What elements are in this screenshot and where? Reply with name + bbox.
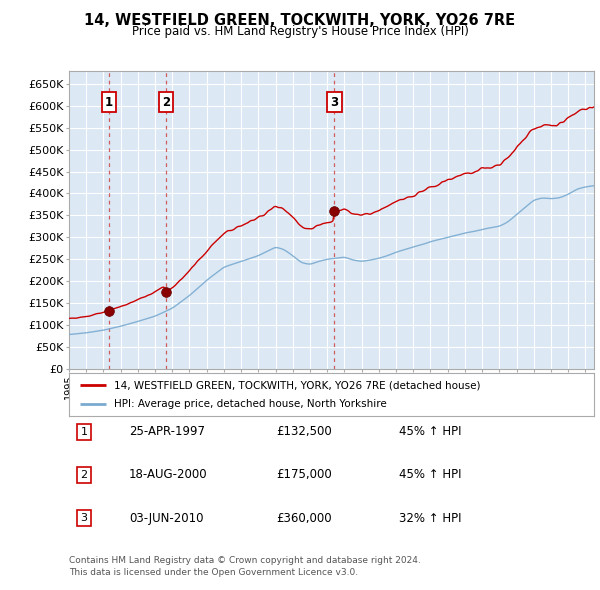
Text: 03-JUN-2010: 03-JUN-2010 [129, 512, 203, 525]
Text: 3: 3 [331, 96, 338, 109]
Text: 45% ↑ HPI: 45% ↑ HPI [399, 468, 461, 481]
Text: 32% ↑ HPI: 32% ↑ HPI [399, 512, 461, 525]
Text: 45% ↑ HPI: 45% ↑ HPI [399, 425, 461, 438]
Text: 2: 2 [80, 470, 88, 480]
Text: 3: 3 [80, 513, 88, 523]
Text: 14, WESTFIELD GREEN, TOCKWITH, YORK, YO26 7RE: 14, WESTFIELD GREEN, TOCKWITH, YORK, YO2… [85, 13, 515, 28]
Text: 25-APR-1997: 25-APR-1997 [129, 425, 205, 438]
Text: 1: 1 [80, 427, 88, 437]
Text: 18-AUG-2000: 18-AUG-2000 [129, 468, 208, 481]
Text: Price paid vs. HM Land Registry's House Price Index (HPI): Price paid vs. HM Land Registry's House … [131, 25, 469, 38]
Text: £175,000: £175,000 [276, 468, 332, 481]
Text: 1: 1 [105, 96, 113, 109]
Text: 14, WESTFIELD GREEN, TOCKWITH, YORK, YO26 7RE (detached house): 14, WESTFIELD GREEN, TOCKWITH, YORK, YO2… [113, 381, 480, 391]
Text: Contains HM Land Registry data © Crown copyright and database right 2024.: Contains HM Land Registry data © Crown c… [69, 556, 421, 565]
Text: £360,000: £360,000 [276, 512, 332, 525]
Text: 2: 2 [162, 96, 170, 109]
Text: This data is licensed under the Open Government Licence v3.0.: This data is licensed under the Open Gov… [69, 568, 358, 577]
Text: HPI: Average price, detached house, North Yorkshire: HPI: Average price, detached house, Nort… [113, 399, 386, 409]
Text: £132,500: £132,500 [276, 425, 332, 438]
